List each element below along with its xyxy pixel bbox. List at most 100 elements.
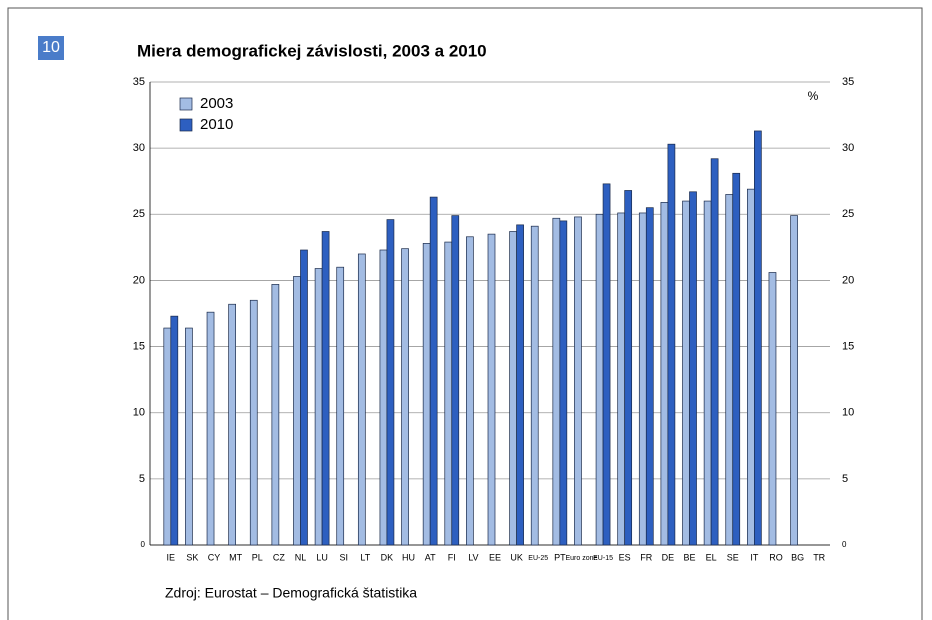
x-tick-label: CZ — [273, 552, 285, 562]
bar — [451, 215, 460, 546]
bar — [703, 200, 712, 546]
bar — [747, 188, 755, 546]
bar — [617, 212, 626, 546]
legend-swatch — [179, 97, 193, 111]
x-tick-label: SK — [186, 552, 198, 562]
y2-tick-label: 15 — [842, 340, 854, 352]
x-tick-label: RO — [769, 552, 783, 562]
x-tick-label: CY — [208, 552, 221, 562]
bar — [206, 311, 215, 546]
y2-tick-label: 5 — [842, 473, 848, 485]
x-tick-label: LV — [468, 552, 478, 562]
bar — [552, 217, 561, 546]
bar — [768, 272, 777, 546]
x-tick-label: NL — [295, 552, 307, 562]
bar — [321, 231, 330, 546]
source: Zdroj: Eurostat – Demografická štatistik… — [165, 585, 417, 601]
y-tick-label: 35 — [133, 76, 145, 88]
bar — [754, 130, 762, 546]
bar — [170, 315, 179, 546]
x-tick-label: LT — [360, 552, 370, 562]
x-tick-label: AT — [425, 552, 436, 562]
bar — [444, 241, 453, 546]
legend-label: 2003 — [200, 95, 233, 112]
y-tick-label: 30 — [133, 142, 145, 154]
bar — [559, 220, 568, 546]
y2-tick-label: 25 — [842, 208, 854, 220]
bar — [660, 202, 669, 546]
bar — [487, 233, 496, 546]
x-tick-label: BG — [791, 552, 804, 562]
chart-title: Miera demografickej závislosti, 2003 a 2… — [137, 41, 487, 60]
page-number: 10 — [42, 39, 60, 56]
x-tick-label: SE — [727, 552, 739, 562]
x-tick-label: HU — [402, 552, 415, 562]
x-tick-label: LU — [316, 552, 328, 562]
bar — [228, 303, 236, 546]
x-tick-label: ES — [619, 552, 631, 562]
legend-swatch — [179, 118, 193, 132]
page-number-box — [38, 36, 64, 60]
x-tick-label: UK — [510, 552, 523, 562]
bar — [667, 143, 676, 546]
bar — [336, 266, 345, 546]
bar — [379, 249, 388, 546]
bar — [645, 207, 654, 546]
bar — [163, 327, 172, 546]
y-tick-label: 15 — [133, 340, 145, 352]
bar — [401, 248, 409, 546]
bar — [732, 172, 741, 546]
x-tick-label: EU-25 — [528, 555, 548, 562]
bar — [271, 284, 280, 546]
x-tick-label: PT — [554, 552, 566, 562]
bar — [595, 213, 604, 546]
y-tick-label: 10 — [133, 407, 145, 419]
x-tick-label: FR — [640, 552, 652, 562]
bar — [516, 224, 524, 546]
bar — [509, 231, 517, 546]
y2-tick-label: 30 — [842, 142, 854, 154]
bar — [429, 196, 438, 546]
unit-label: % — [808, 89, 819, 103]
y2-tick-label: 20 — [842, 274, 854, 286]
bar — [185, 327, 193, 546]
bar — [466, 236, 474, 546]
bar — [422, 243, 431, 546]
x-tick-label: EU-15 — [593, 555, 613, 562]
bar — [682, 200, 690, 546]
x-tick-label: Euro zone — [565, 555, 597, 562]
bar — [602, 183, 611, 546]
bar — [293, 276, 301, 546]
bar — [689, 191, 697, 546]
y2-tick-label: 0 — [842, 540, 847, 549]
x-tick-label: DE — [662, 552, 675, 562]
legend-label: 2010 — [200, 116, 233, 133]
x-tick-label: EE — [489, 552, 501, 562]
bar — [300, 249, 308, 546]
y-tick-label: 20 — [133, 274, 145, 286]
y-tick-label: 25 — [133, 208, 145, 220]
bar — [710, 158, 719, 546]
x-tick-label: TR — [813, 552, 825, 562]
bar — [530, 225, 539, 546]
bar — [638, 212, 647, 546]
bar — [790, 215, 798, 546]
bar — [725, 194, 734, 546]
x-tick-label: MT — [229, 552, 242, 562]
x-tick-label: PL — [252, 552, 263, 562]
y2-tick-label: 35 — [842, 76, 854, 88]
bar — [357, 253, 366, 546]
y2-tick-label: 10 — [842, 407, 854, 419]
x-tick-label: FI — [448, 552, 456, 562]
bar — [624, 190, 633, 546]
bar — [314, 268, 323, 546]
y-tick-label: 0 — [141, 540, 146, 549]
x-tick-label: IE — [167, 552, 176, 562]
x-tick-label: DK — [381, 552, 394, 562]
x-tick-label: SI — [339, 552, 348, 562]
x-tick-label: BE — [684, 552, 696, 562]
bar — [249, 299, 258, 546]
bar — [386, 219, 395, 546]
page-frame — [7, 7, 923, 620]
